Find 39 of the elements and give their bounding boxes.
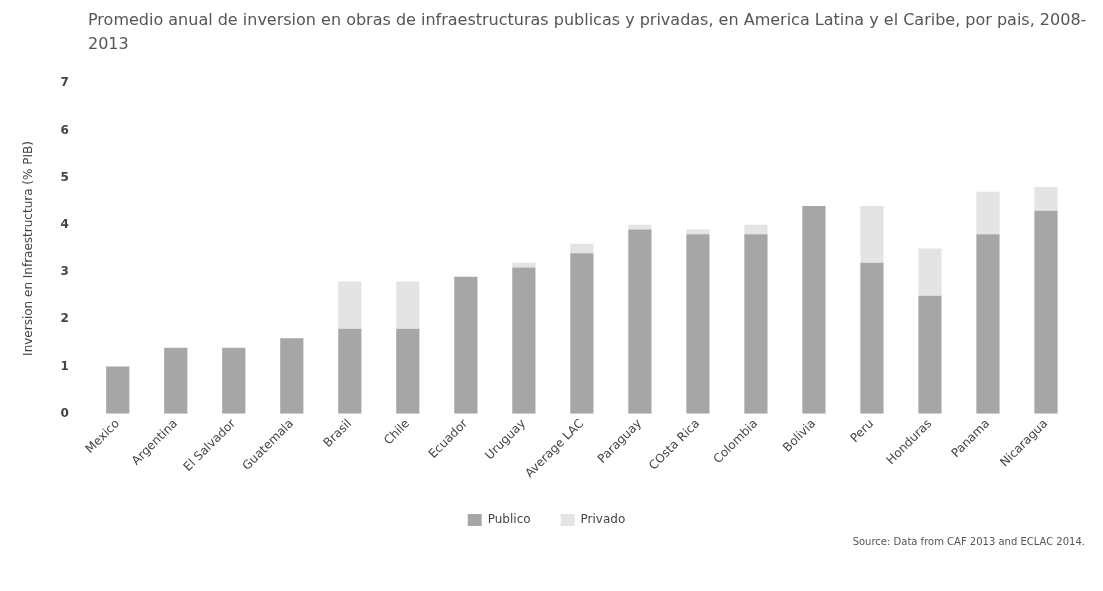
bar (338, 281, 362, 329)
bar (802, 205, 826, 414)
bar (396, 328, 420, 414)
y-tick-label: 0 (60, 405, 69, 420)
bar (860, 205, 884, 263)
bar (918, 295, 942, 414)
bar (570, 253, 594, 414)
legend-label: Privado (580, 512, 626, 527)
bar (860, 262, 884, 414)
bar (396, 281, 420, 329)
bar (1034, 187, 1058, 211)
bar (338, 328, 362, 414)
bar (1034, 210, 1058, 414)
bar (280, 338, 304, 414)
y-tick-label: 5 (60, 169, 69, 184)
bar (164, 347, 188, 414)
bar (106, 366, 130, 414)
source-note: Source: Data from CAF 2013 and ECLAC 2014. (851, 536, 1085, 547)
y-tick-label: 3 (60, 264, 69, 279)
bar (918, 248, 942, 296)
bar (686, 234, 710, 414)
chart-title: Promedio anual de inversion en obras de infraestructuras publicas y privadas, en America Latina y el Caribe, por pais, 2008-2013 (88, 9, 1088, 55)
y-axis-title: Inversion en Infraestructura (% PIB) (21, 141, 36, 356)
y-tick-label: 6 (60, 122, 69, 137)
y-tick-label: 1 (60, 358, 69, 373)
bar (628, 224, 652, 230)
y-tick-label: 4 (60, 217, 69, 231)
y-tick-label: 2 (60, 311, 69, 326)
bar (744, 224, 768, 235)
bar (512, 267, 536, 414)
bar (222, 347, 246, 414)
bar (570, 243, 594, 254)
bar (744, 234, 768, 414)
bar (976, 234, 1000, 414)
bar (628, 229, 652, 414)
legend-label: Publico (487, 512, 531, 527)
bar (976, 191, 1000, 235)
bar (454, 276, 478, 414)
y-tick-label: 7 (60, 75, 69, 90)
